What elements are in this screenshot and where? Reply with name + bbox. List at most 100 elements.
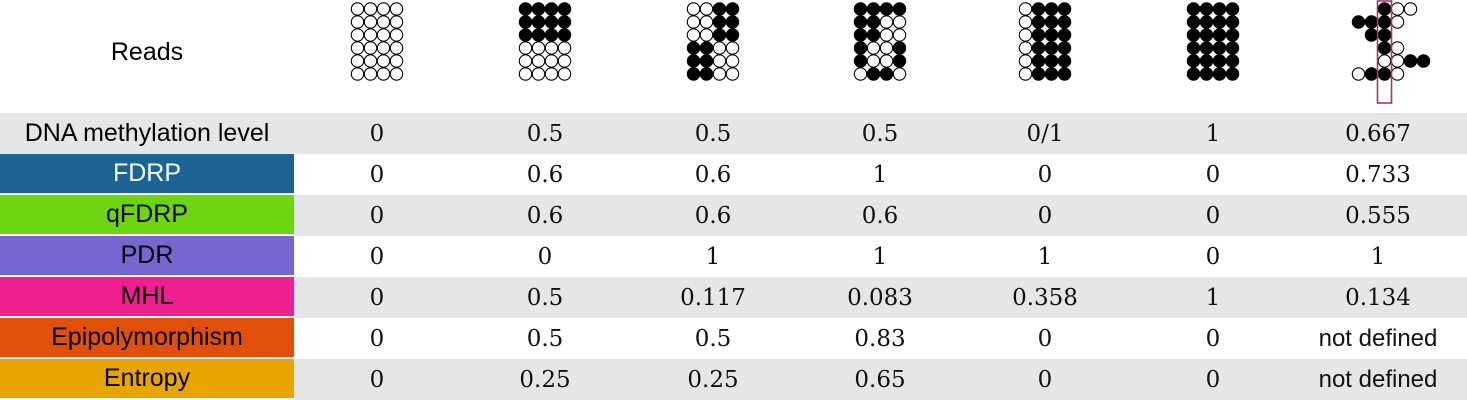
- row-label-entropy: Entropy: [0, 359, 294, 400]
- unmethylated-cpg: [686, 2, 701, 16]
- methylated-cpg: [1057, 28, 1072, 42]
- methylated-cpg: [725, 15, 740, 29]
- unmethylated-cpg: [879, 54, 894, 68]
- unmethylated-cpg: [879, 28, 894, 42]
- value-cell: 0.6: [526, 202, 564, 229]
- unmethylated-cpg: [389, 28, 404, 42]
- value-cell: 0.134: [1345, 284, 1411, 311]
- value-cell: 0.6: [694, 202, 732, 229]
- methylated-cpg: [1377, 15, 1392, 29]
- methylated-cpg: [712, 28, 727, 42]
- value-cell: 0.733: [1345, 161, 1411, 188]
- methylated-cpg: [1199, 67, 1214, 81]
- value-cell: 0.5: [694, 120, 732, 147]
- row-label-fdrp: FDRP: [0, 154, 294, 195]
- row-pdr: PDR 0 0 1 1 1 0 1: [0, 236, 1467, 277]
- methylated-cpg: [1044, 15, 1059, 29]
- methylated-cpg: [1377, 28, 1392, 42]
- unmethylated-cpg: [1390, 15, 1405, 29]
- methylated-cpg: [892, 41, 907, 55]
- unmethylated-cpg: [686, 28, 701, 42]
- value-cell: 0: [369, 202, 385, 229]
- value-cell: 1: [1037, 243, 1053, 270]
- value-cell: 0.6: [861, 202, 899, 229]
- methylated-cpg: [1057, 67, 1072, 81]
- unmethylated-cpg: [518, 67, 533, 81]
- unmethylated-cpg: [853, 67, 868, 81]
- methylated-cpg: [853, 54, 868, 68]
- methylated-cpg: [1057, 15, 1072, 29]
- value-cell: 1: [872, 161, 888, 188]
- unmethylated-cpg: [376, 41, 391, 55]
- row-label-dna-methylation-level: DNA methylation level: [24, 119, 270, 147]
- methylated-cpg: [699, 67, 714, 81]
- unmethylated-cpg: [1377, 54, 1392, 68]
- methylated-cpg: [866, 28, 881, 42]
- unmethylated-cpg: [866, 54, 881, 68]
- unmethylated-cpg: [363, 54, 378, 68]
- methylated-cpg: [1212, 15, 1227, 29]
- value-cell: 0: [1205, 202, 1221, 229]
- unmethylated-cpg: [350, 2, 365, 16]
- value-cell: not defined: [1318, 365, 1438, 393]
- methylated-cpg: [1377, 2, 1392, 16]
- methylated-cpg: [1199, 15, 1214, 29]
- unmethylated-cpg: [699, 15, 714, 29]
- unmethylated-cpg: [1351, 67, 1366, 81]
- methylated-cpg: [518, 15, 533, 29]
- methylated-cpg: [1031, 2, 1046, 16]
- methylated-cpg: [557, 2, 572, 16]
- unmethylated-cpg: [544, 67, 559, 81]
- value-cell: 0.5: [861, 120, 899, 147]
- methylated-cpg: [1225, 2, 1240, 16]
- value-cell: 0: [369, 366, 385, 393]
- row-label-qfdrp: qFDRP: [0, 195, 294, 236]
- value-cell: not defined: [1318, 324, 1438, 352]
- value-cell: 0: [1205, 161, 1221, 188]
- row-mhl: MHL 0 0.5 0.117 0.083 0.358 1 0.134: [0, 277, 1467, 318]
- unmethylated-cpg: [350, 54, 365, 68]
- value-cell: 0.83: [854, 325, 906, 352]
- value-cell: 0.25: [687, 366, 739, 393]
- methylated-cpg: [1186, 15, 1201, 29]
- unmethylated-cpg: [389, 67, 404, 81]
- methylated-cpg: [1225, 67, 1240, 81]
- methylated-cpg: [1057, 41, 1072, 55]
- value-cell: 0: [369, 325, 385, 352]
- methylated-cpg: [1377, 67, 1392, 81]
- value-cell: 0: [1037, 161, 1053, 188]
- value-cell: 0.5: [526, 120, 564, 147]
- unmethylated-cpg: [725, 41, 740, 55]
- unmethylated-cpg: [531, 41, 546, 55]
- methylated-cpg: [866, 67, 881, 81]
- unmethylated-cpg: [376, 67, 391, 81]
- unmethylated-cpg: [699, 2, 714, 16]
- methylated-cpg: [1364, 15, 1379, 29]
- methylated-cpg: [544, 2, 559, 16]
- unmethylated-cpg: [1390, 2, 1405, 16]
- methylated-cpg: [1377, 41, 1392, 55]
- value-cell: 0: [369, 120, 385, 147]
- value-cell: 1: [1205, 120, 1221, 147]
- methylated-cpg: [557, 15, 572, 29]
- reads-header-row: Reads: [0, 0, 1467, 113]
- unmethylated-cpg: [518, 41, 533, 55]
- value-cell: 0: [1037, 202, 1053, 229]
- unmethylated-cpg: [1018, 54, 1033, 68]
- value-cell: 1: [872, 243, 888, 270]
- value-cell: 0.6: [694, 161, 732, 188]
- methylated-cpg: [1416, 54, 1431, 68]
- methylated-cpg: [1199, 54, 1214, 68]
- methylated-cpg: [1403, 54, 1418, 68]
- value-cell: 0: [1205, 243, 1221, 270]
- unmethylated-cpg: [1390, 54, 1405, 68]
- unmethylated-cpg: [363, 2, 378, 16]
- methylated-cpg: [1212, 67, 1227, 81]
- methylated-cpg: [531, 2, 546, 16]
- row-label-pdr: PDR: [0, 236, 294, 277]
- methylated-cpg: [1031, 28, 1046, 42]
- value-cell: 0.117: [680, 284, 746, 311]
- methylated-cpg: [1186, 41, 1201, 55]
- unmethylated-cpg: [350, 67, 365, 81]
- value-cell: 0: [1037, 366, 1053, 393]
